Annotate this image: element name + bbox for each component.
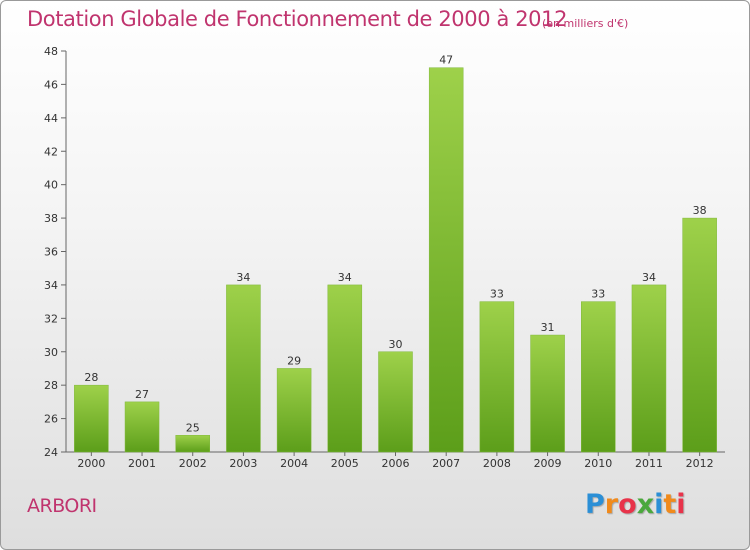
logo-letter: o <box>618 489 637 520</box>
bar <box>378 351 413 453</box>
y-tick-label: 30 <box>44 346 58 359</box>
bar <box>581 301 616 453</box>
bar-value-label: 34 <box>338 271 352 284</box>
x-tick-label: 2010 <box>584 457 612 470</box>
y-tick-label: 38 <box>44 212 58 225</box>
y-tick-label: 34 <box>44 279 58 292</box>
bar-value-label: 25 <box>186 421 200 434</box>
logo-letter: x <box>636 489 655 520</box>
x-tick-label: 2001 <box>128 457 156 470</box>
bar-value-label: 34 <box>642 271 656 284</box>
y-tick-label: 36 <box>44 246 58 259</box>
x-tick-label: 2000 <box>77 457 105 470</box>
commune-name: ARBORI <box>27 495 97 517</box>
x-tick-label: 2007 <box>432 457 460 470</box>
y-tick-label: 44 <box>44 112 58 125</box>
chart-subtitle: (en milliers d'€) <box>542 17 629 30</box>
bar <box>175 435 210 453</box>
x-tick-label: 2003 <box>229 457 257 470</box>
bar <box>682 217 717 453</box>
logo-letter: r <box>604 489 619 520</box>
chart-title: Dotation Globale de Fonctionnement de 20… <box>27 7 568 31</box>
y-tick-label: 32 <box>44 312 58 325</box>
bar-value-label: 47 <box>439 54 453 67</box>
bar-value-label: 28 <box>84 371 98 384</box>
bar <box>327 284 363 453</box>
y-tick-label: 26 <box>44 413 58 426</box>
logo-letter: i <box>654 489 664 520</box>
bar <box>74 384 109 453</box>
y-tick-label: 42 <box>44 145 58 158</box>
bar-value-label: 31 <box>541 321 555 334</box>
x-tick-label: 2011 <box>635 457 663 470</box>
bar-value-label: 38 <box>693 204 707 217</box>
bar-value-label: 30 <box>389 338 403 351</box>
bar <box>631 284 667 453</box>
bar <box>276 368 312 453</box>
bar-value-label: 29 <box>287 354 301 367</box>
y-tick-label: 48 <box>44 45 58 58</box>
x-tick-label: 2004 <box>280 457 308 470</box>
bar <box>428 67 464 453</box>
bar-value-label: 27 <box>135 388 149 401</box>
bar-value-label: 33 <box>490 288 504 301</box>
y-tick-label: 28 <box>44 379 58 392</box>
chart-labels: 28 27 25 34 29 34 30 47 33 31 33 34 38 <box>84 54 706 435</box>
x-tick-label: 2012 <box>686 457 714 470</box>
bar <box>124 401 160 453</box>
y-tick-label: 46 <box>44 78 58 91</box>
logo-letter: t <box>663 489 677 520</box>
y-tick-label: 40 <box>44 179 58 192</box>
x-tick-label: 2006 <box>382 457 410 470</box>
bar <box>226 284 261 453</box>
y-tick-label: 24 <box>44 446 58 459</box>
chart-bars <box>74 67 717 453</box>
chart-axes: 24 26 28 30 32 34 36 38 40 42 44 46 48 2000 2001 2002 20… <box>44 45 725 470</box>
x-tick-label: 2002 <box>179 457 207 470</box>
bar-value-label: 34 <box>236 271 250 284</box>
x-tick-label: 2008 <box>483 457 511 470</box>
bar-value-label: 33 <box>591 288 605 301</box>
proxiti-logo: Proxiti <box>585 489 686 520</box>
logo-letter: P <box>585 489 605 520</box>
x-tick-label: 2009 <box>534 457 562 470</box>
logo-letter: i <box>676 489 686 520</box>
x-tick-label: 2005 <box>331 457 359 470</box>
bar <box>530 334 565 453</box>
bar <box>479 301 515 453</box>
